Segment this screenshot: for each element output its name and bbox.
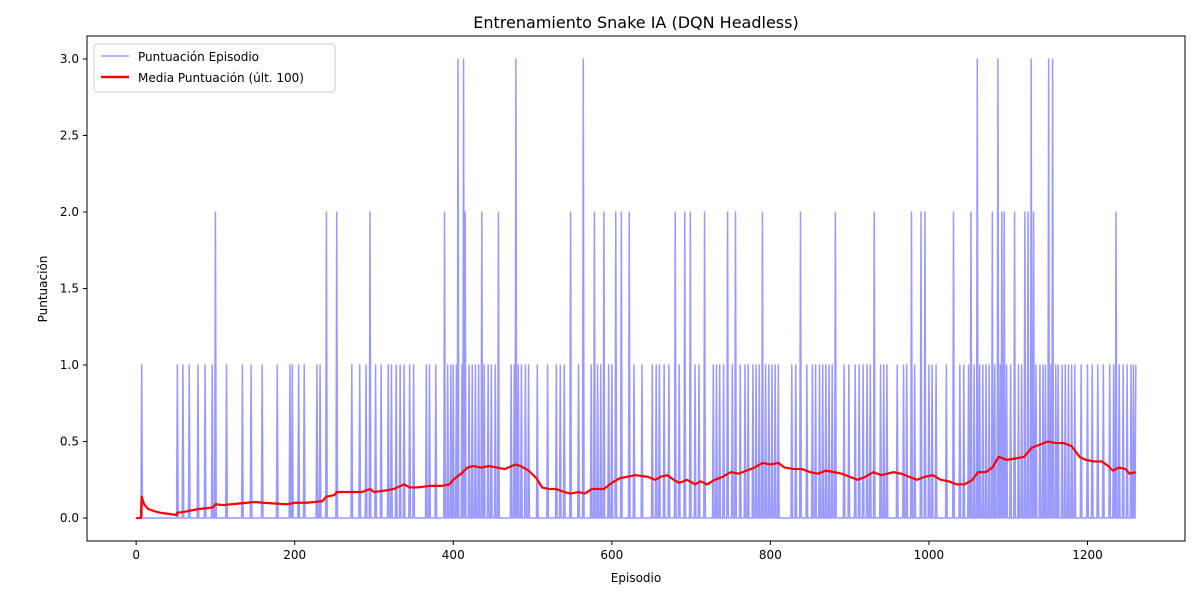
series-avg-group [136,440,1137,520]
y-axis-label: Puntuación [36,256,50,323]
legend-frame [93,43,336,93]
x-tick-label: 1000 [914,548,945,562]
x-tick-label: 200 [283,548,306,562]
chart-title: Entrenamiento Snake IA (DQN Headless) [473,13,798,32]
x-tick-label: 600 [600,548,623,562]
x-axis-label: Episodio [611,571,661,585]
y-tick-label: 0.0 [60,511,79,525]
legend: Puntuación Episodio Media Puntuación (úl… [93,43,336,93]
y-tick-label: 3.0 [60,52,79,66]
series-line-avg [136,440,1137,520]
y-tick-label: 0.5 [60,435,79,449]
y-tick-label: 2.0 [60,205,79,219]
x-tick-label: 1200 [1072,548,1103,562]
x-tick-label: 400 [442,548,465,562]
y-tick-label: 2.5 [60,128,79,142]
x-tick-label: 0 [132,548,140,562]
series-raw-group [136,58,1137,519]
plot-area [86,35,1186,542]
x-axis: 0 200 400 600 800 1000 1200 [132,541,1103,562]
y-tick-label: 1.5 [60,282,79,296]
x-tick-label: 800 [759,548,782,562]
legend-label-raw: Puntuación Episodio [138,50,259,64]
legend-label-avg: Media Puntuación (últ. 100) [138,71,304,85]
series-line-raw [136,58,1137,519]
y-axis: 0.0 0.5 1.0 1.5 2.0 2.5 3.0 [60,52,87,525]
y-tick-label: 1.0 [60,358,79,372]
